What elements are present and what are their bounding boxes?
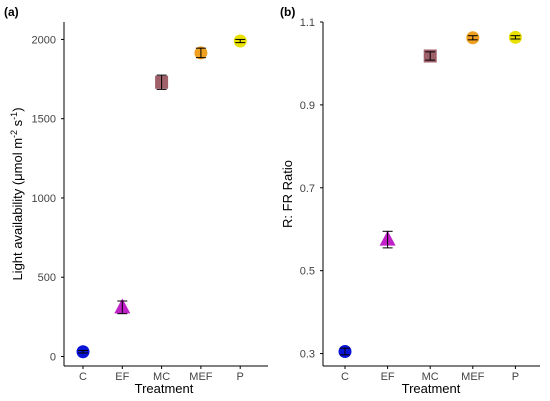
y-tick-label: 0.7 [300,183,315,195]
panel-a: (a) 0 500 1000 1500 2000 C EF MC MEF P Treatment… [4,5,268,396]
x-tick-label: C [79,371,87,383]
data-point-p [233,34,247,48]
data-point-mef [466,31,480,45]
x-tick-label: P [512,371,519,383]
panel-a-y-ticks: 0 500 1000 1500 2000 [32,34,64,363]
y-tick-label: 500 [38,272,56,284]
x-tick-label: EF [381,371,395,383]
error-bar [340,347,350,356]
panel-b-y-ticks: 0.3 0.5 0.7 0.9 1.1 [300,17,323,361]
panel-a-x-ticks: C EF MC MEF P [79,366,244,383]
x-tick-label: EF [115,371,129,383]
x-tick-label: C [341,371,349,383]
panel-a-x-title: Treatment [135,381,194,396]
panel-b-y-title: R: FR Ratio [280,160,295,228]
y-tick-label: 0.3 [300,349,315,361]
panel-b-points [338,30,522,358]
y-tick-label: 2000 [32,34,56,46]
error-bar [425,51,436,61]
data-point-mef [194,46,208,60]
data-point-mc [423,49,437,63]
error-bar [117,300,128,315]
y-tick-label: 0.5 [300,266,315,278]
y-title-mid: s [10,119,25,130]
y-tick-label: 0.9 [300,100,315,112]
data-point-c [76,345,90,359]
x-tick-label: P [237,371,244,383]
y-tick-label: 1.1 [300,17,315,29]
error-bar [156,74,167,90]
error-bar [467,35,478,41]
error-bar [78,349,88,354]
x-tick-label: MC [153,371,170,383]
data-point-p [508,30,522,44]
panel-b-x-ticks: C EF MC MEF P [341,366,519,383]
x-tick-label: MEF [461,371,485,383]
x-tick-label: MEF [189,371,213,383]
error-bar [382,230,393,249]
x-tick-label: MC [422,371,439,383]
panel-b-tag: (b) [280,5,295,19]
y-title-end: ) [10,107,25,111]
y-tick-label: 0 [50,351,56,363]
y-tick-label: 1000 [32,193,56,205]
panel-b: (b) 0.30.50.70.91.1 C EF MC MEF P Treatment … [280,5,540,396]
error-bar [195,47,206,59]
panel-b-x-title: Treatment [402,381,461,396]
error-bar [235,38,246,44]
data-point-ef [114,298,131,315]
data-point-mc [155,74,169,90]
panel-a-y-title: Light availability (μmol m-2 s-1) [9,107,25,280]
data-point-ef [379,230,396,249]
error-bar [510,35,521,40]
panel-a-points [76,34,247,359]
data-point-c [338,344,352,358]
y-tick-label: 1500 [32,114,56,126]
y-title-sup1: -2 [9,130,19,138]
y-title-sup2: -1 [9,112,19,120]
panel-a-tag: (a) [4,5,19,19]
y-title-main: Light availability (μmol m [10,138,25,281]
